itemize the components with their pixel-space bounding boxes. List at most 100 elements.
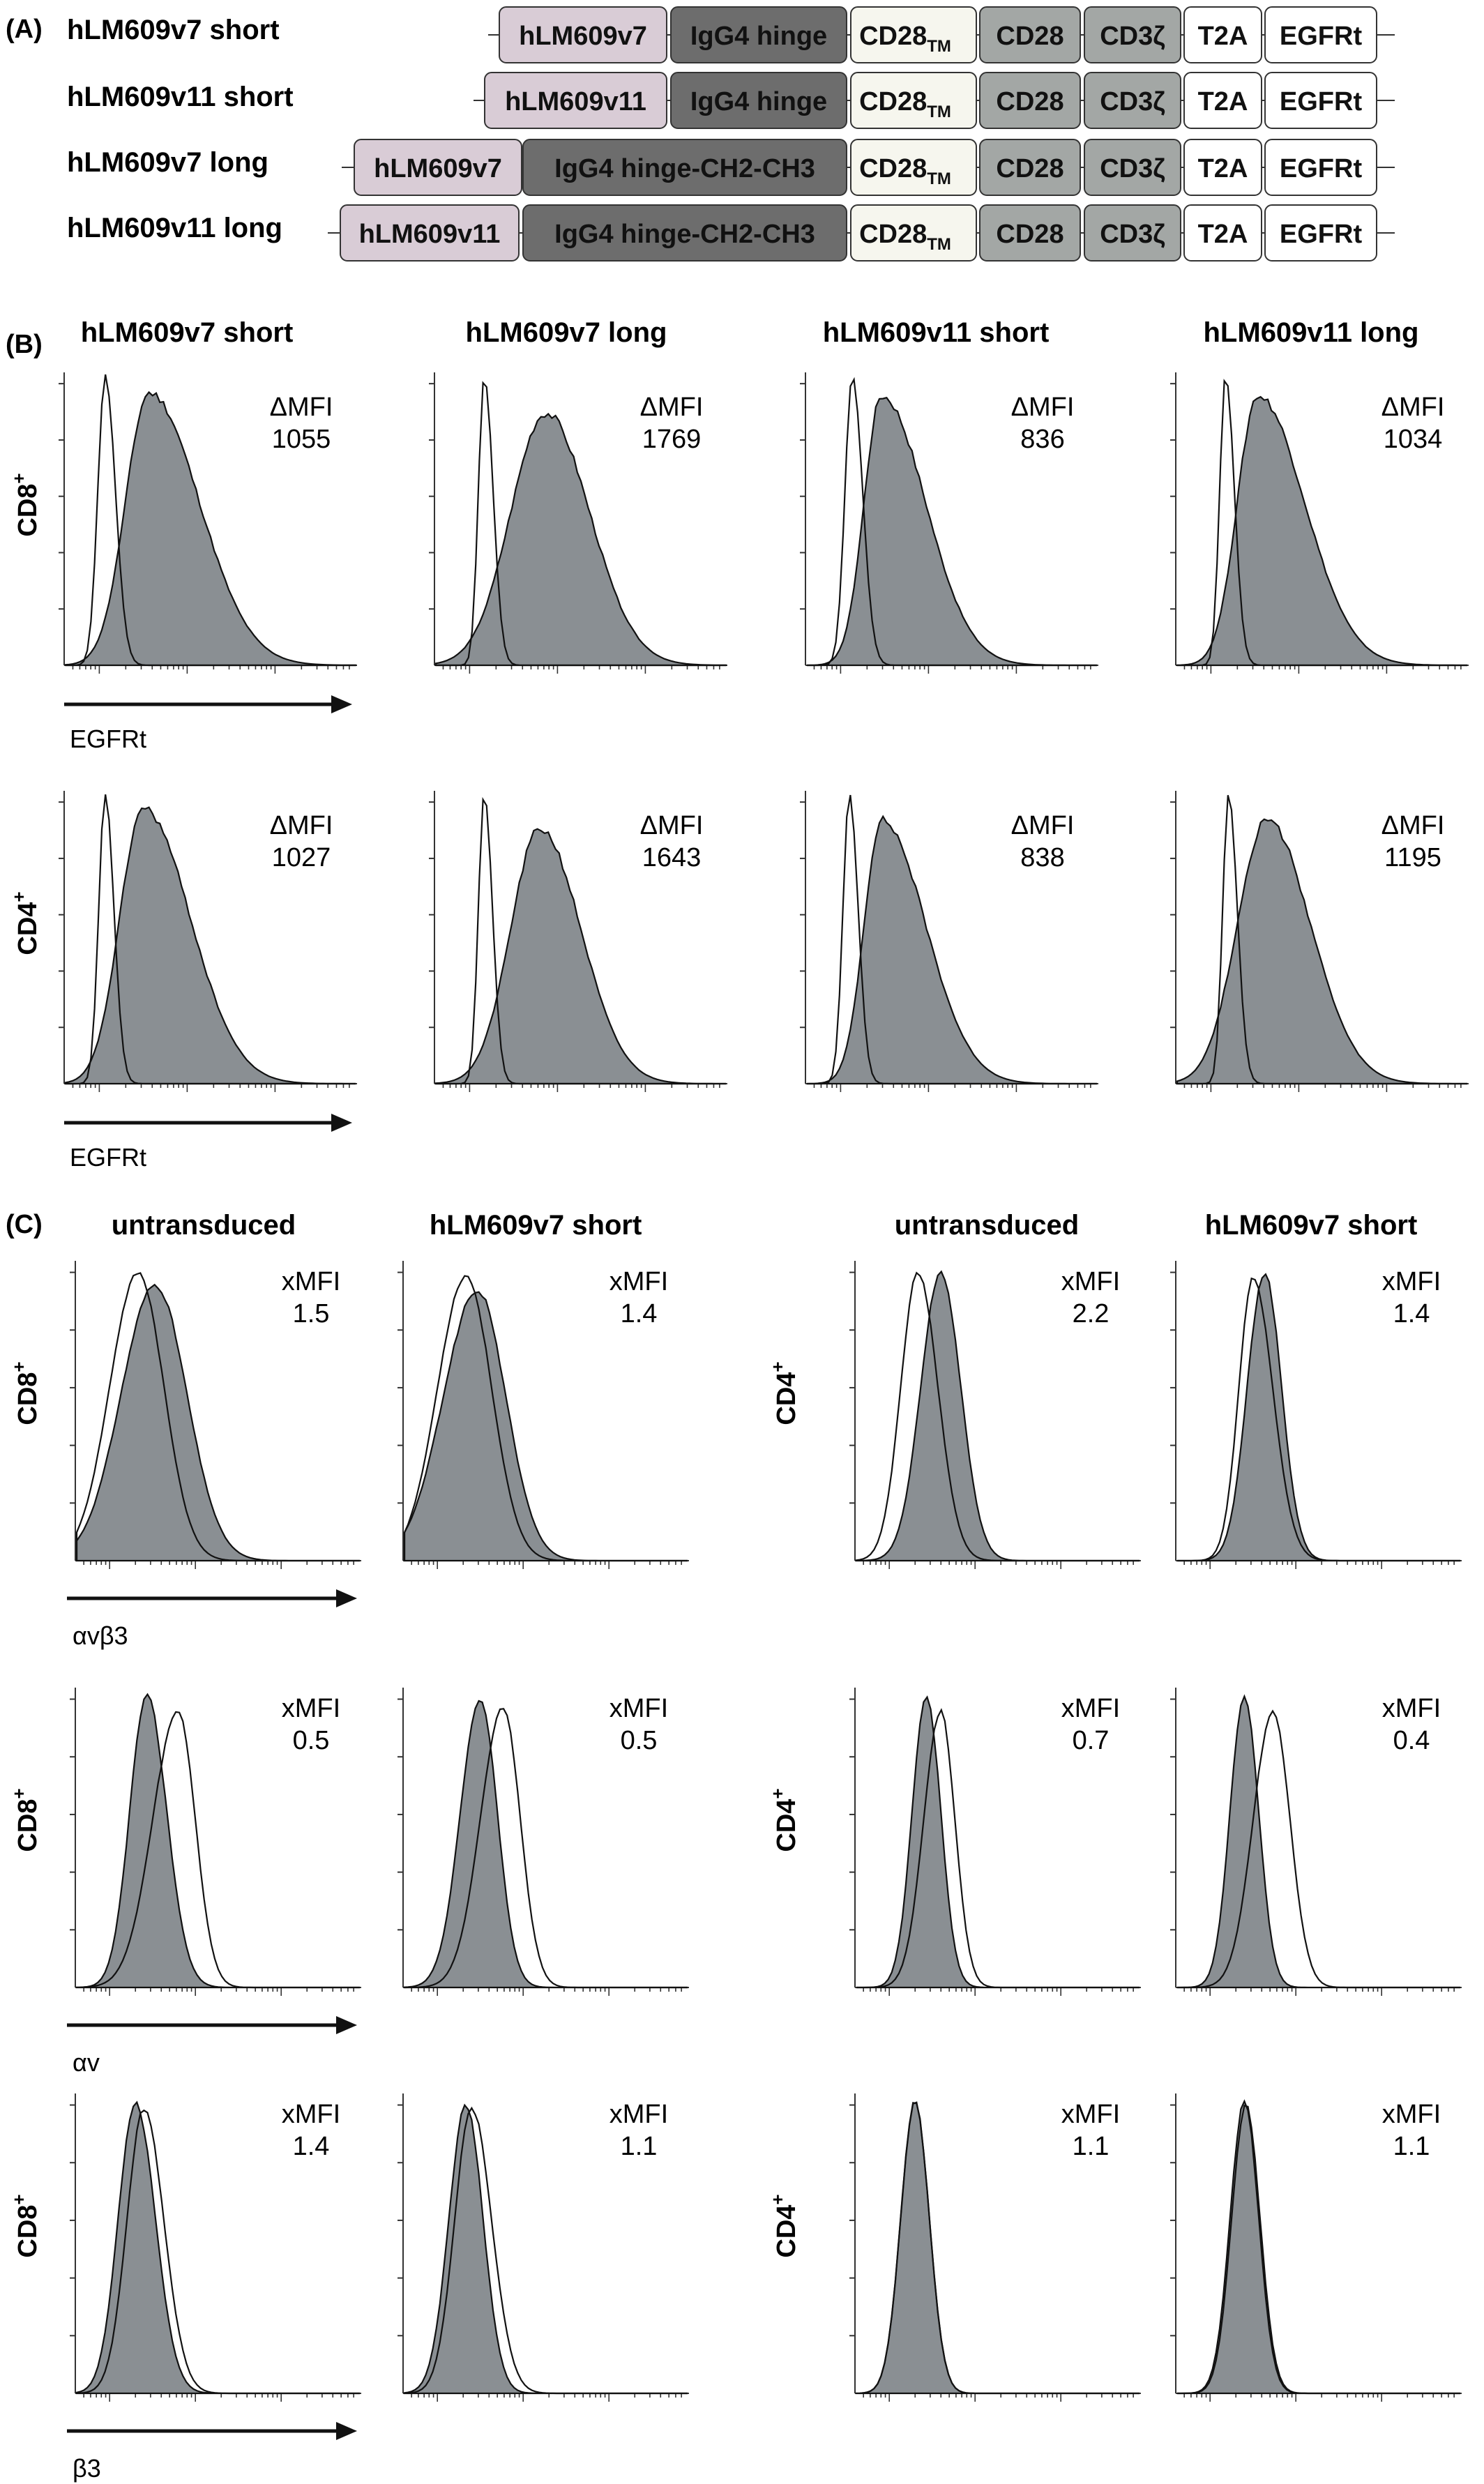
t2a-segment [1183, 204, 1262, 262]
row-label-sup: + [767, 2194, 788, 2204]
histogram-plot [1170, 372, 1469, 674]
hinge-segment [522, 204, 847, 262]
construct-name: hLM609v7 short [67, 15, 280, 45]
mfi-value: 1.4 [293, 2132, 330, 2161]
histogram-plot [59, 791, 357, 1092]
control-histogram [75, 1711, 360, 1989]
cd3z-segment [1084, 204, 1181, 262]
column-title: untransduced [112, 1210, 296, 1241]
mfi-value: 1.1 [621, 2132, 658, 2161]
construct-name: hLM609v11 short [67, 82, 294, 112]
control-histogram [1177, 795, 1467, 1085]
scfv-label: hLM609v11 [359, 220, 501, 249]
control-histogram [75, 1272, 360, 1562]
row-label: CD8+ [8, 2194, 43, 2257]
hinge-label: IgG4 hinge [690, 22, 827, 51]
histogram-plot [59, 372, 357, 674]
histogram-plot [70, 1688, 361, 1996]
row-label-main: CD8 [13, 484, 43, 537]
control-histogram [1177, 1709, 1460, 1989]
mfi-value: 1034 [1384, 425, 1443, 454]
egfrt-segment [1264, 139, 1377, 196]
control-histogram [436, 381, 726, 667]
mfi-value: 1.4 [621, 1299, 658, 1328]
control-histogram [807, 377, 1097, 667]
egfrt-label: EGFRt [1280, 87, 1363, 116]
histogram-plot [1170, 1688, 1462, 1996]
egfrt-segment [1264, 6, 1377, 63]
axis-arrow-head [331, 695, 352, 713]
axis-label: EGFRt [70, 725, 146, 753]
mfi-value: 1.1 [1393, 2132, 1430, 2161]
row-label-sup: + [8, 2194, 29, 2204]
mfi-value: 836 [1020, 425, 1064, 454]
column-title: hLM609v7 short [1205, 1210, 1418, 1241]
mfi-label: ΔMFI [640, 811, 704, 840]
mfi-label: ΔMFI [640, 393, 704, 422]
egfrt-segment [1264, 72, 1377, 129]
axis-label: β3 [73, 2454, 101, 2483]
hinge-label: IgG4 hinge-CH2-CH3 [554, 154, 815, 183]
scfv-label: hLM609v11 [505, 87, 646, 116]
hinge-segment [522, 139, 847, 196]
mfi-label: xMFI [1061, 2100, 1120, 2129]
row-label: CD4+ [767, 1788, 801, 1851]
row-label-sup: + [8, 473, 29, 483]
mfi-label: xMFI [282, 2100, 340, 2129]
t2a-label: T2A [1198, 220, 1248, 249]
panel-c: (C) untransduced hLM609v7 short untransduce… [6, 1210, 1462, 2483]
axis-arrow-head [336, 2016, 357, 2034]
panel-label-b: (B) [6, 330, 43, 359]
cd28-segment [979, 139, 1081, 196]
axis-arrow-head [331, 1114, 352, 1132]
row-label: CD8+ [8, 473, 43, 536]
cd3z-label: CD3ζ [1100, 22, 1165, 51]
scfv-segment [499, 6, 667, 63]
t2a-segment [1183, 72, 1262, 129]
panel-label-a: (A) [6, 15, 43, 44]
control-histogram [1177, 1277, 1460, 1562]
histogram-plot [70, 2093, 361, 2402]
mfi-label: ΔMFI [1381, 393, 1445, 422]
tm-subscript: TM [927, 235, 951, 254]
column-title: hLM609v11 short [823, 317, 1050, 348]
histogram-plot [849, 1261, 1141, 1569]
mfi-value: 1195 [1384, 843, 1441, 872]
panel-a: (A) hLM609v7 short hLM609v7 IgG4 hinge CD28 T… [6, 6, 1395, 262]
hinge-label: IgG4 hinge-CH2-CH3 [554, 220, 815, 249]
panel-label-c: (C) [6, 1210, 43, 1239]
mfi-value: 1.4 [1393, 1299, 1430, 1328]
mfi-label: xMFI [610, 2100, 668, 2129]
row-label: CD4+ [767, 1361, 801, 1425]
column-title: hLM609v7 long [466, 317, 667, 348]
mfi-label: xMFI [1382, 1694, 1441, 1723]
scfv-segment [354, 139, 522, 196]
row-label-main: CD4 [772, 1372, 801, 1425]
construct-row: hLM609v11 long hLM609v11 IgG4 hinge-CH2-CH… [67, 204, 1395, 262]
row-label-main: CD8 [13, 2205, 43, 2258]
cd28-label: CD28 [996, 220, 1063, 249]
cd3z-label: CD3ζ [1100, 154, 1165, 183]
mfi-label: ΔMFI [1381, 811, 1445, 840]
mfi-label: xMFI [1382, 1267, 1441, 1296]
control-histogram [403, 1275, 688, 1562]
mfi-value: 1.5 [293, 1299, 330, 1328]
tm-segment [850, 72, 977, 129]
row-label-main: CD4 [772, 1799, 801, 1852]
mfi-value: 838 [1020, 843, 1064, 872]
axis-label: αvβ3 [73, 1621, 128, 1650]
egfrt-segment [1264, 204, 1377, 262]
tm-segment [850, 139, 977, 196]
column-title: hLM609v7 short [81, 317, 294, 348]
mfi-value: 1055 [272, 425, 331, 454]
cd28-segment [979, 72, 1081, 129]
panel-b-row: CD4+ ΔMFI 1027 ΔMFI 1643 ΔMFI 838 ΔMFI 1195 EGFRt [8, 791, 1469, 1172]
cd3z-label: CD3ζ [1100, 220, 1165, 249]
row-label-sup: + [8, 891, 29, 902]
hinge-label: IgG4 hinge [690, 87, 827, 116]
t2a-label: T2A [1198, 154, 1248, 183]
histogram-plot [1170, 791, 1469, 1092]
panel-b: (B) hLM609v7 short hLM609v7 long hLM609v11 … [6, 317, 1469, 1172]
construct-row: hLM609v11 short hLM609v11 IgG4 hinge CD28 TM… [67, 72, 1395, 129]
